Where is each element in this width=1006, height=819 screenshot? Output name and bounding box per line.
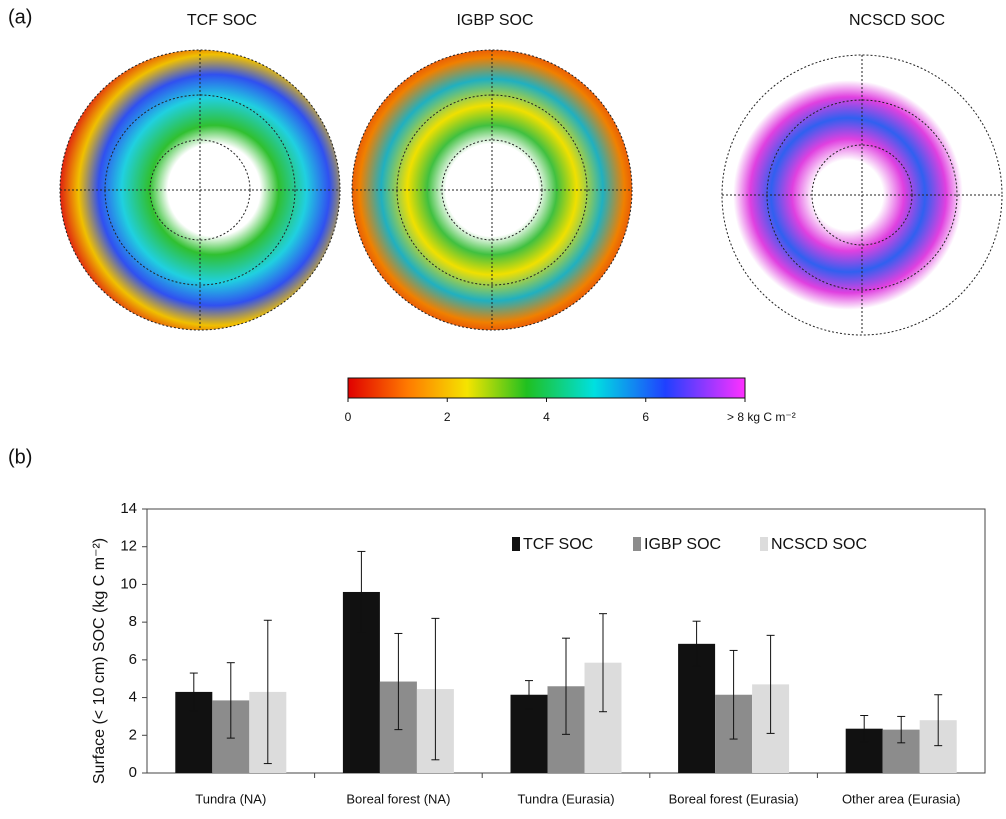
x-tick-label: Boreal forest (NA) [346, 791, 450, 806]
y-tick-label: 12 [120, 538, 137, 555]
colorbar-tick-label: 2 [444, 410, 451, 424]
colorbar-tick-label: 6 [642, 410, 649, 424]
x-tick-label: Boreal forest (Eurasia) [669, 791, 799, 806]
panel-label: (a) [8, 6, 32, 28]
map [59, 49, 341, 331]
map-title: IGBP SOC [456, 12, 533, 29]
legend-swatch [512, 537, 520, 551]
y-tick-label: 0 [129, 764, 137, 781]
map [721, 54, 1003, 336]
colorbar-tick-label: 4 [543, 410, 550, 424]
x-tick-label: Tundra (Eurasia) [517, 791, 614, 806]
y-tick-label: 4 [129, 689, 137, 706]
y-axis-label: Surface (< 10 cm) SOC (kg C m⁻²) [91, 538, 108, 784]
legend-label: NCSCD SOC [771, 536, 867, 553]
panel-label: (b) [8, 446, 32, 468]
legend-label: TCF SOC [523, 536, 593, 553]
map [351, 49, 633, 331]
map-title: TCF SOC [187, 12, 257, 29]
x-tick-label: Tundra (NA) [195, 791, 266, 806]
legend-label: IGBP SOC [644, 536, 721, 553]
colorbar-tick-label: 0 [345, 410, 352, 424]
x-tick-label: Other area (Eurasia) [842, 791, 961, 806]
legend-swatch [760, 537, 768, 551]
y-tick-label: 10 [120, 575, 137, 592]
legend-swatch [633, 537, 641, 551]
map-title: NCSCD SOC [849, 12, 945, 29]
y-tick-label: 2 [129, 726, 137, 743]
colorbar-tick-label: > 8 kg C m⁻² [727, 410, 796, 424]
y-tick-label: 6 [129, 651, 137, 668]
colorbar [347, 377, 746, 399]
y-tick-label: 8 [129, 613, 137, 630]
y-tick-label: 14 [120, 500, 137, 517]
